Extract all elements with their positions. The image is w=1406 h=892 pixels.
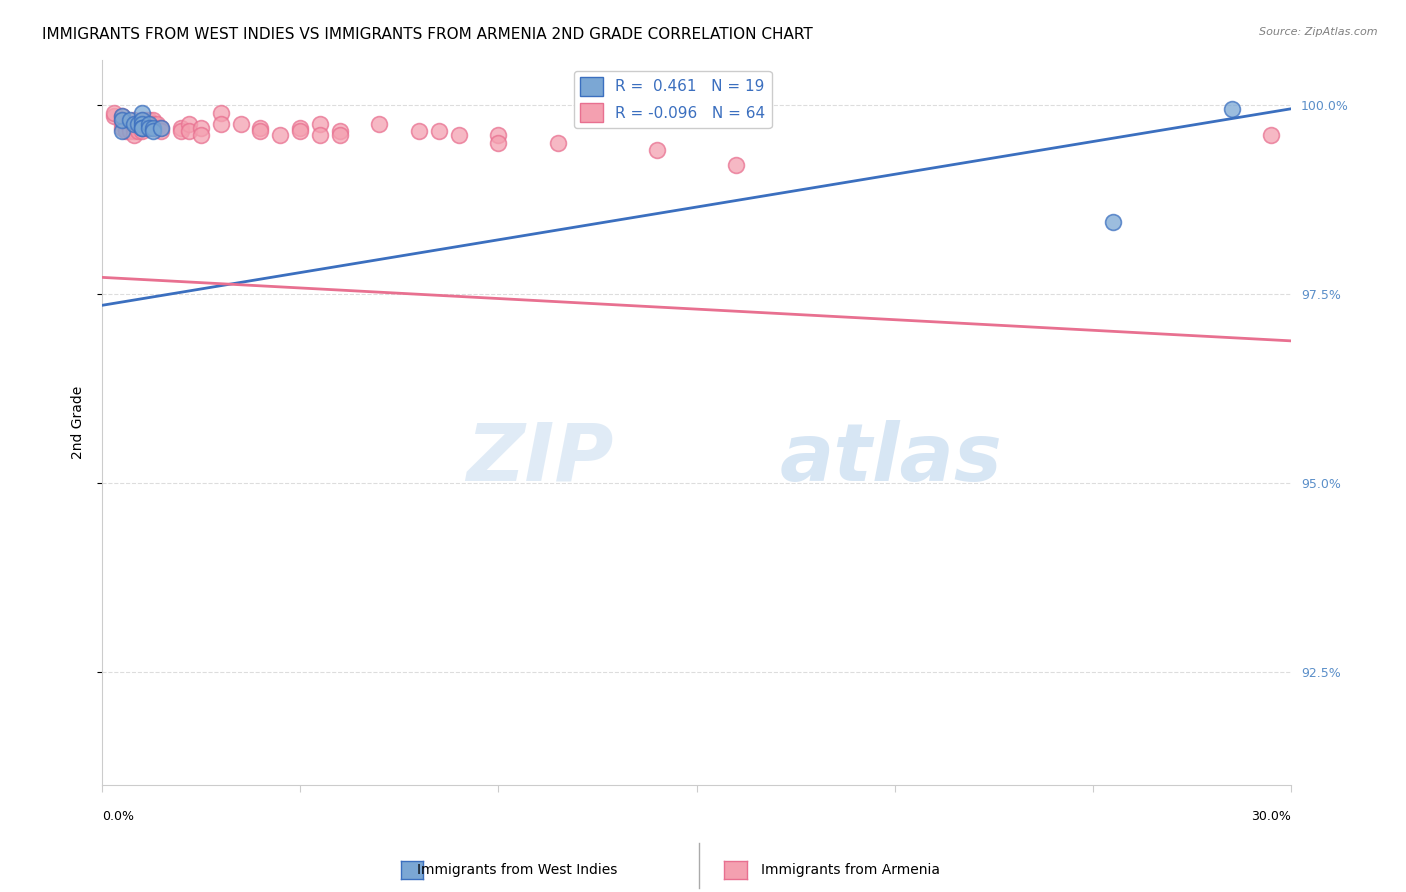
Point [547,136,569,150]
Point [111,109,134,123]
Point [118,124,141,138]
Point [249,120,271,135]
Point [179,117,201,131]
Point [170,120,193,135]
Point [114,117,136,131]
Point [170,124,193,138]
Text: 0.0%: 0.0% [101,811,134,823]
Text: IMMIGRANTS FROM WEST INDIES VS IMMIGRANTS FROM ARMENIA 2ND GRADE CORRELATION CHA: IMMIGRANTS FROM WEST INDIES VS IMMIGRANT… [42,27,813,42]
Point [122,124,145,138]
Legend: R =  0.461   N = 19, R = -0.096   N = 64: R = 0.461 N = 19, R = -0.096 N = 64 [574,70,772,128]
Point [179,124,201,138]
Y-axis label: 2nd Grade: 2nd Grade [72,386,86,459]
Point [249,124,271,138]
Point [131,117,153,131]
Point [134,120,156,135]
Text: Immigrants from West Indies: Immigrants from West Indies [418,863,617,877]
Point [111,124,134,138]
Point [138,117,160,131]
Point [408,124,430,138]
Point [447,128,470,143]
Point [329,128,352,143]
Point [269,128,291,143]
Point [111,120,134,135]
Point [725,158,748,172]
Point [142,124,165,138]
Point [329,124,352,138]
Point [706,109,728,123]
Point [131,120,153,135]
Point [122,120,145,135]
Point [1260,128,1282,143]
Point [1220,102,1243,116]
Point [142,120,165,135]
Point [114,124,136,138]
Point [142,113,165,128]
Text: ZIP: ZIP [465,420,613,498]
Point [229,117,252,131]
Point [134,113,156,128]
Point [142,120,165,135]
Point [122,117,145,131]
Point [131,120,153,135]
Point [427,124,450,138]
Point [288,120,311,135]
Point [122,128,145,143]
Point [127,117,149,131]
Point [103,105,125,120]
Point [111,113,134,128]
Point [131,124,153,138]
Point [138,120,160,135]
Point [118,113,141,128]
Point [138,113,160,128]
Point [127,117,149,131]
Point [111,117,134,131]
Text: 30.0%: 30.0% [1251,811,1291,823]
Point [486,136,509,150]
Point [146,120,169,135]
Point [288,124,311,138]
Point [645,144,668,158]
Text: Source: ZipAtlas.com: Source: ZipAtlas.com [1260,27,1378,37]
Point [209,105,232,120]
Point [122,113,145,128]
Text: atlas: atlas [780,420,1002,498]
Point [309,128,332,143]
Point [118,117,141,131]
Point [131,120,153,135]
Point [131,105,153,120]
Point [138,120,160,135]
Point [131,113,153,128]
Point [150,120,173,135]
Point [122,117,145,131]
Point [150,120,173,135]
Point [1101,215,1123,229]
Text: Immigrants from Armenia: Immigrants from Armenia [761,863,941,877]
Point [131,113,153,128]
Point [138,117,160,131]
Point [111,109,134,123]
Point [150,124,173,138]
Point [111,113,134,128]
Point [131,117,153,131]
Point [142,117,165,131]
Point [486,128,509,143]
Point [190,128,212,143]
Point [146,117,169,131]
Point [114,120,136,135]
Point [209,117,232,131]
Point [118,120,141,135]
Point [103,109,125,123]
Point [127,120,149,135]
Point [127,124,149,138]
Point [368,117,391,131]
Point [309,117,332,131]
Point [190,120,212,135]
